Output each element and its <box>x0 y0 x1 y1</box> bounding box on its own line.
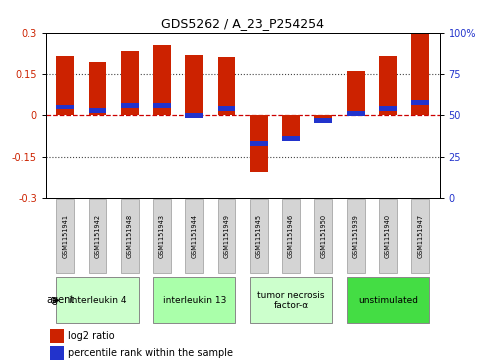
Bar <box>250 115 268 172</box>
FancyBboxPatch shape <box>153 199 171 273</box>
FancyBboxPatch shape <box>347 199 365 273</box>
Bar <box>50 329 64 343</box>
Bar <box>218 57 235 115</box>
Bar <box>89 62 106 115</box>
Bar <box>412 99 429 105</box>
FancyBboxPatch shape <box>218 199 235 273</box>
Bar <box>379 106 397 111</box>
FancyBboxPatch shape <box>185 199 203 273</box>
Text: tumor necrosis
factor-α: tumor necrosis factor-α <box>257 291 325 310</box>
Bar <box>185 55 203 115</box>
FancyBboxPatch shape <box>379 199 397 273</box>
FancyBboxPatch shape <box>57 199 74 273</box>
Text: GSM1151941: GSM1151941 <box>62 214 68 258</box>
FancyBboxPatch shape <box>250 277 332 323</box>
Bar <box>282 115 300 140</box>
Bar <box>153 103 171 108</box>
Bar <box>250 141 268 146</box>
Text: GSM1151946: GSM1151946 <box>288 214 294 258</box>
Text: GSM1151945: GSM1151945 <box>256 214 262 258</box>
Text: interleukin 13: interleukin 13 <box>163 296 226 305</box>
Bar <box>121 50 139 115</box>
Bar <box>57 56 74 115</box>
Text: interleukin 4: interleukin 4 <box>69 296 126 305</box>
FancyBboxPatch shape <box>57 277 139 323</box>
Bar <box>153 45 171 115</box>
FancyBboxPatch shape <box>153 277 235 323</box>
Text: GSM1151950: GSM1151950 <box>320 214 327 258</box>
Bar <box>121 103 139 108</box>
Text: percentile rank within the sample: percentile rank within the sample <box>68 348 232 358</box>
Text: GSM1151947: GSM1151947 <box>417 214 423 258</box>
Text: agent: agent <box>46 295 75 305</box>
Bar <box>314 118 332 123</box>
FancyBboxPatch shape <box>250 199 268 273</box>
Text: GSM1151944: GSM1151944 <box>191 214 198 258</box>
Title: GDS5262 / A_23_P254254: GDS5262 / A_23_P254254 <box>161 17 324 30</box>
Text: GSM1151940: GSM1151940 <box>385 214 391 258</box>
Text: unstimulated: unstimulated <box>358 296 418 305</box>
Text: log2 ratio: log2 ratio <box>68 331 114 341</box>
Bar <box>412 34 429 115</box>
FancyBboxPatch shape <box>347 277 429 323</box>
Bar <box>218 106 235 111</box>
Text: GSM1151943: GSM1151943 <box>159 214 165 258</box>
FancyBboxPatch shape <box>89 199 106 273</box>
Bar <box>347 111 365 116</box>
Bar <box>314 115 332 122</box>
Bar <box>89 108 106 113</box>
FancyBboxPatch shape <box>282 199 300 273</box>
FancyBboxPatch shape <box>314 199 332 273</box>
Text: GSM1151939: GSM1151939 <box>353 214 359 258</box>
FancyBboxPatch shape <box>412 199 429 273</box>
Bar <box>50 346 64 360</box>
FancyBboxPatch shape <box>121 199 139 273</box>
Bar <box>379 56 397 115</box>
Bar <box>347 71 365 115</box>
Text: GSM1151948: GSM1151948 <box>127 214 133 258</box>
Bar <box>185 113 203 118</box>
Text: GSM1151942: GSM1151942 <box>95 214 100 258</box>
Text: GSM1151949: GSM1151949 <box>224 214 229 258</box>
Bar <box>57 105 74 110</box>
Bar <box>282 136 300 141</box>
